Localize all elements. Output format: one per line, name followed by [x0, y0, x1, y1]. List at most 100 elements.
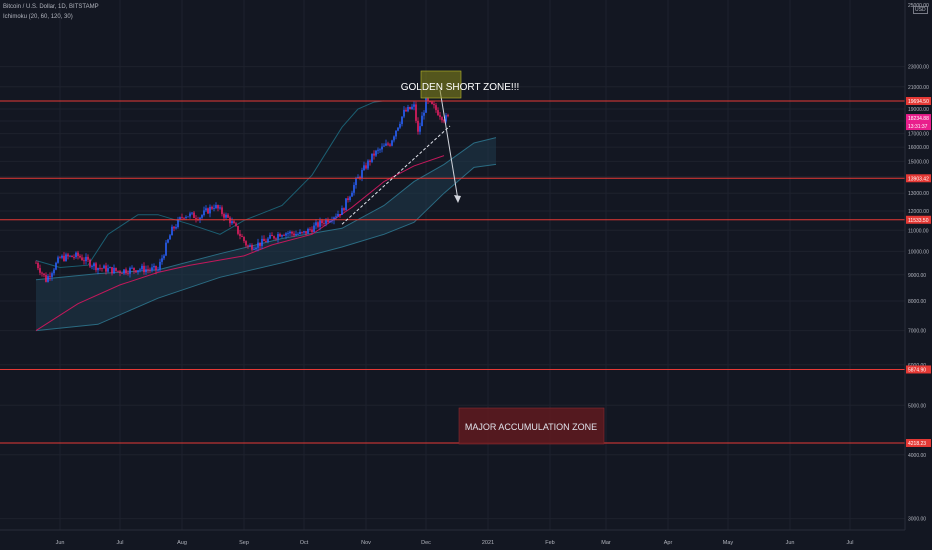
- candle-body: [43, 273, 45, 276]
- candle-body: [243, 236, 245, 242]
- candle-body: [313, 225, 315, 233]
- candle-body: [391, 140, 393, 146]
- candle-body: [49, 276, 51, 277]
- annotations[interactable]: GOLDEN SHORT ZONE!!! MAJOR ACCUMULATION Z…: [401, 70, 605, 445]
- candle-body: [263, 238, 265, 242]
- candle-body: [89, 259, 91, 267]
- candle-body: [433, 104, 435, 106]
- candle-body: [269, 235, 271, 239]
- candle-body: [373, 153, 375, 156]
- candle-body: [401, 116, 403, 124]
- price-tick-label: 15000.00: [908, 159, 929, 165]
- candle-body: [231, 221, 233, 224]
- arrow-line[interactable]: [439, 89, 459, 201]
- candle-body: [395, 130, 397, 137]
- candle-body: [195, 218, 197, 220]
- candle-body: [105, 265, 107, 272]
- level-price-badge-label: 13903.42: [908, 176, 929, 182]
- candle-body: [375, 150, 377, 156]
- trend-drawings[interactable]: [341, 89, 461, 225]
- time-tick-label: May: [723, 540, 734, 546]
- candle-body: [189, 213, 191, 217]
- price-tick-label: 13000.00: [908, 191, 929, 197]
- price-tick-label: 23000.00: [908, 65, 929, 71]
- candle-body: [223, 214, 225, 218]
- candle-body: [399, 123, 401, 128]
- candle-body: [291, 231, 293, 234]
- candle-body: [225, 214, 227, 218]
- candle-body: [377, 149, 379, 151]
- candle-body: [59, 257, 61, 259]
- leading-span-b: [35, 163, 497, 332]
- candle-body: [203, 210, 205, 216]
- price-badges: 19694.50 13903.42 11533.50 5874.90 4218.23 18…: [906, 97, 931, 447]
- time-tick-label: Jul: [846, 540, 853, 546]
- candle-body: [351, 192, 353, 197]
- time-tick-label: Feb: [545, 540, 554, 546]
- accumulation-zone-label: MAJOR ACCUMULATION ZONE: [465, 422, 597, 432]
- candle-body: [311, 229, 313, 233]
- time-axis[interactable]: Jun Jul Aug Sep Oct Nov Dec 2021 Feb Mar Apr May Jun…: [0, 529, 905, 546]
- candle-body: [247, 245, 249, 247]
- price-axis[interactable]: 3000.004000.005000.006000.007000.008000.…: [904, 0, 932, 550]
- candle-body: [353, 185, 355, 193]
- candle-body: [271, 235, 273, 237]
- candle-body: [127, 273, 129, 275]
- time-tick-label: Apr: [664, 540, 673, 546]
- candle-body: [445, 115, 447, 122]
- candle-body: [171, 226, 173, 236]
- time-tick-label: Aug: [177, 540, 187, 546]
- candle-body: [135, 270, 137, 273]
- candle-body: [273, 236, 275, 239]
- dashed-trendline[interactable]: [341, 125, 451, 225]
- symbol-title: Bitcoin / U.S. Dollar, 1D, BITSTAMP: [3, 4, 99, 10]
- time-tick-label: Jun: [786, 540, 795, 546]
- candle-body: [109, 267, 111, 269]
- candle-body: [341, 208, 343, 215]
- candle-body: [315, 222, 317, 226]
- candle-body: [121, 273, 123, 274]
- candle-body: [167, 239, 169, 243]
- candle-body: [37, 262, 39, 269]
- candle-body: [233, 221, 235, 224]
- candle-body: [261, 238, 263, 246]
- candle-body: [205, 208, 207, 211]
- candle-body: [425, 98, 427, 113]
- level-price-badge-label: 4218.23: [908, 441, 926, 447]
- candle-body: [259, 242, 261, 246]
- candle-body: [55, 262, 57, 270]
- candle-body: [287, 233, 289, 235]
- candle-body: [217, 205, 219, 209]
- candle-body: [71, 255, 73, 258]
- indicator-legend[interactable]: Ichimoku (20, 60, 120, 30): [3, 14, 73, 20]
- candle-body: [419, 126, 421, 132]
- price-tick-label: 12000.00: [908, 209, 929, 215]
- candle-body: [151, 267, 153, 271]
- candlestick-series: [35, 97, 449, 283]
- candle-body: [101, 268, 103, 270]
- candle-body: [363, 165, 365, 171]
- candle-body: [119, 271, 121, 274]
- candle-body: [143, 265, 145, 273]
- candle-body: [309, 228, 311, 230]
- candle-body: [93, 263, 95, 267]
- time-tick-label: Mar: [601, 540, 611, 546]
- golden-short-zone-box[interactable]: [420, 70, 462, 99]
- horizontal-levels[interactable]: [0, 100, 905, 444]
- price-tick-label: 7000.00: [908, 329, 926, 335]
- candle-body: [415, 104, 417, 121]
- accumulation-zone-box[interactable]: [458, 407, 605, 445]
- candle-body: [439, 115, 441, 118]
- candle-body: [117, 270, 119, 272]
- candle-body: [345, 198, 347, 211]
- candle-body: [283, 235, 285, 236]
- time-tick-label: Jul: [116, 540, 123, 546]
- arrow-head[interactable]: [454, 195, 461, 203]
- price-tick-label: 4000.00: [908, 453, 926, 459]
- candle-body: [47, 276, 49, 282]
- candle-body: [437, 110, 439, 116]
- candle-body: [301, 231, 303, 233]
- currency-button[interactable]: USD: [913, 6, 928, 14]
- candle-body: [213, 208, 215, 209]
